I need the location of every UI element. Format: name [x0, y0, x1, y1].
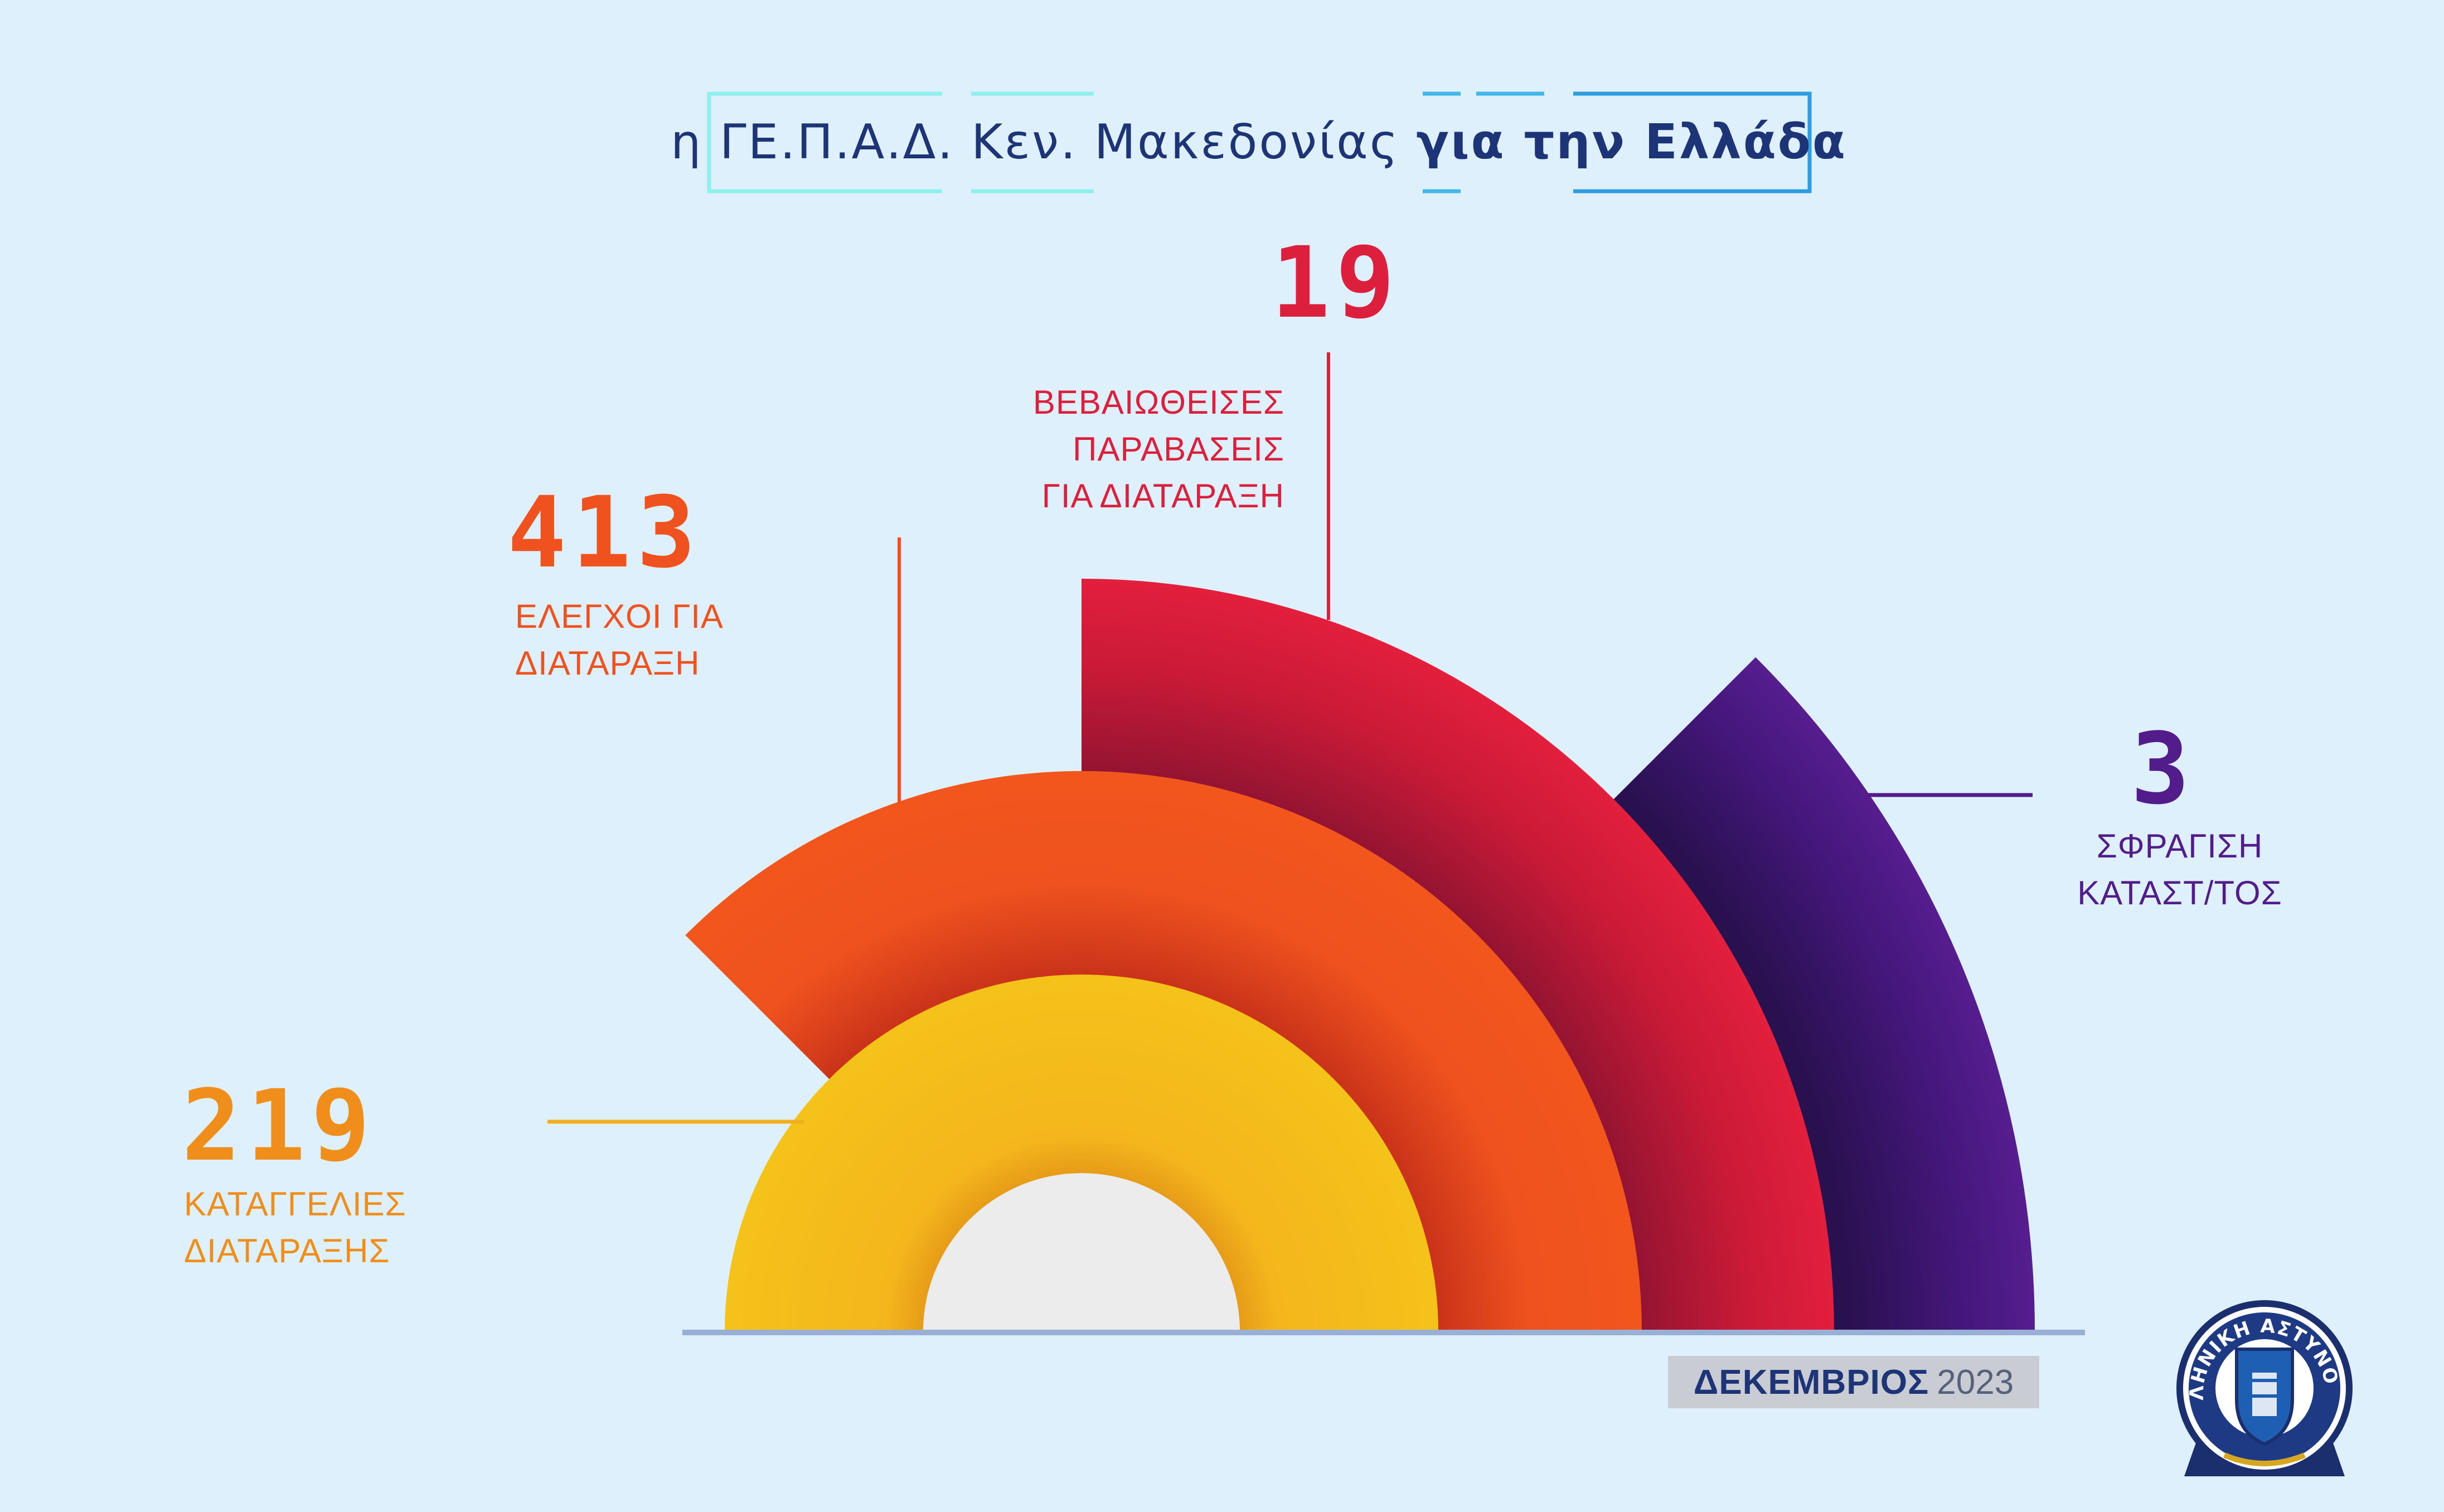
title-emphasis: για την Ελλάδα	[1416, 114, 1847, 170]
stat-label-3: ΣΦΡΑΓΙΣΗ ΚΑΤΑΣΤ/ΤΟΣ	[2040, 823, 2319, 917]
title-frame	[707, 91, 1812, 193]
stat-label-413: ΕΛΕΓΧΟΙ ΓΙΑ ΔΙΑΤΑΡΑΞΗ	[515, 593, 724, 687]
arc-3-purple	[1609, 657, 2035, 1331]
date-year: 2023	[1937, 1363, 2014, 1402]
stat-label-19-line3: ΓΙΑ ΔΙΑΤΑΡΑΞΗ	[1041, 477, 1284, 515]
stat-label-219-line1: ΚΑΤΑΓΓΕΛΙΕΣ	[184, 1185, 406, 1223]
date-month: ΔΕΚΕΜΒΡΙΟΣ	[1693, 1363, 1929, 1402]
stat-value-413: 413	[507, 476, 701, 590]
arc-0-yellow	[725, 975, 1438, 1331]
date-tag: ΔΕΚΕΜΒΡΙΟΣ 2023	[1668, 1356, 2039, 1408]
stat-value-19: 19	[1271, 226, 1400, 340]
stat-label-19: ΒΕΒΑΙΩΘΕΙΣΕΣ ΠΑΡΑΒΑΣΕΙΣ ΓΙΑ ΔΙΑΤΑΡΑΞΗ	[981, 379, 1284, 520]
page-title: η ΓΕ.Π.Α.Δ. Κεν. Μακεδονίας για την Ελλά…	[671, 92, 1845, 192]
stat-value-3: 3	[2131, 712, 2195, 826]
stat-label-413-line1: ΕΛΕΓΧΟΙ ΓΙΑ	[515, 598, 724, 635]
arc-center-hole	[923, 1173, 1240, 1331]
stat-label-19-line2: ΠΑΡΑΒΑΣΕΙΣ	[1073, 430, 1284, 468]
stat-label-413-line2: ΔΙΑΤΑΡΑΞΗ	[515, 644, 700, 682]
stat-label-3-line2: ΚΑΤΑΣΤ/ΤΟΣ	[2077, 874, 2282, 912]
stat-label-219: ΚΑΤΑΓΓΕΛΙΕΣ ΔΙΑΤΑΡΑΞΗΣ	[184, 1181, 406, 1274]
arc-2-red	[1082, 579, 1834, 1331]
stat-label-19-line1: ΒΕΒΑΙΩΘΕΙΣΕΣ	[1032, 384, 1284, 421]
title-prefix: η ΓΕ.Π.Α.Δ. Κεν. Μακεδονίας	[671, 114, 1400, 170]
stat-value-219: 219	[182, 1069, 376, 1183]
stat-label-3-line1: ΣΦΡΑΓΙΣΗ	[2096, 827, 2263, 865]
stat-label-219-line2: ΔΙΑΤΑΡΑΞΗΣ	[184, 1232, 390, 1269]
